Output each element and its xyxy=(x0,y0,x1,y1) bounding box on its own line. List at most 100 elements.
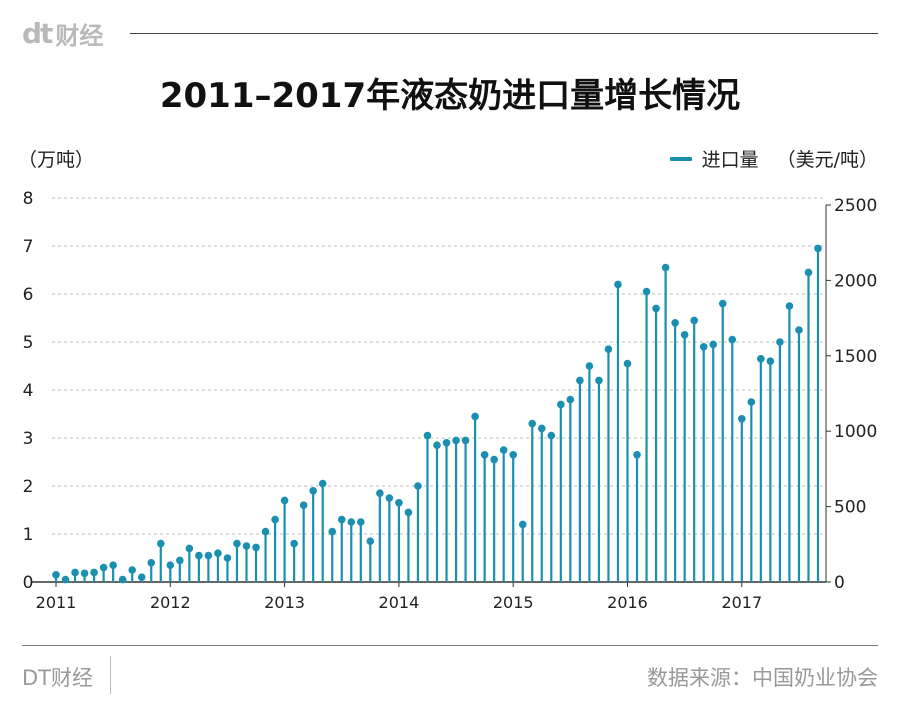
x-tick-label: 2016 xyxy=(607,593,648,612)
data-point xyxy=(471,412,479,421)
left-tick-label: 3 xyxy=(23,429,34,449)
left-tick-label: 1 xyxy=(23,525,34,545)
right-tick-label: 0 xyxy=(834,573,845,593)
data-point xyxy=(109,561,117,569)
footer-divider xyxy=(22,645,878,646)
data-point xyxy=(461,436,470,445)
data-point xyxy=(118,575,127,584)
data-point xyxy=(576,376,584,385)
data-point xyxy=(223,554,232,562)
data-point xyxy=(652,304,660,313)
left-tick-label: 5 xyxy=(23,333,34,353)
data-point xyxy=(671,319,679,327)
data-point xyxy=(537,424,546,433)
data-point xyxy=(661,263,670,272)
data-point xyxy=(61,575,70,584)
data-point xyxy=(680,331,689,339)
data-point xyxy=(290,539,298,548)
data-point xyxy=(518,520,527,529)
data-source: 数据来源：中国奶业协会 xyxy=(647,666,878,690)
logo-text: 财经 xyxy=(55,22,104,50)
header-divider xyxy=(130,33,878,34)
data-point xyxy=(699,343,708,351)
data-point xyxy=(214,549,222,557)
x-tick-label: 2017 xyxy=(721,593,762,612)
data-point xyxy=(423,431,432,440)
data-point xyxy=(709,340,718,349)
data-point xyxy=(814,244,822,253)
right-tick-label: 1500 xyxy=(834,347,877,367)
data-point xyxy=(633,451,641,459)
data-point xyxy=(728,335,737,344)
data-point xyxy=(176,556,184,565)
data-point xyxy=(233,539,241,548)
data-point xyxy=(623,359,632,368)
data-point xyxy=(433,441,441,450)
data-point xyxy=(385,494,394,502)
data-point xyxy=(71,568,79,577)
data-point xyxy=(185,544,194,553)
legend: 进口量 （美元/吨） xyxy=(669,145,878,172)
right-tick-label: 2500 xyxy=(834,196,877,216)
data-point xyxy=(309,487,317,495)
data-point xyxy=(557,400,565,409)
data-point xyxy=(204,551,213,560)
data-point xyxy=(795,326,803,334)
data-point xyxy=(90,568,98,577)
right-tick-label: 500 xyxy=(834,498,866,518)
data-point xyxy=(414,482,422,490)
data-point xyxy=(690,316,698,325)
data-point xyxy=(137,573,146,581)
data-point xyxy=(604,345,613,354)
left-tick-label: 7 xyxy=(23,237,34,257)
data-point xyxy=(499,446,508,454)
data-point xyxy=(738,415,746,423)
data-point xyxy=(299,501,308,510)
data-point xyxy=(766,357,775,366)
data-point xyxy=(242,542,251,550)
data-point xyxy=(166,561,175,569)
left-tick-label: 2 xyxy=(23,477,34,497)
x-tick-label: 2013 xyxy=(264,593,305,612)
right-tick-label: 1000 xyxy=(834,422,877,442)
data-point xyxy=(395,499,403,507)
data-point xyxy=(452,436,460,445)
data-point xyxy=(347,518,356,526)
data-point xyxy=(156,539,165,548)
data-point xyxy=(480,451,489,459)
data-point xyxy=(718,299,727,308)
right-tick-label: 2000 xyxy=(834,271,877,291)
data-point xyxy=(318,479,327,488)
data-point xyxy=(747,398,756,406)
left-tick-label: 0 xyxy=(23,573,34,593)
data-point xyxy=(757,355,765,363)
x-tick-label: 2014 xyxy=(379,593,420,612)
legend-swatch xyxy=(669,156,692,161)
data-point xyxy=(804,268,813,277)
data-point xyxy=(785,302,794,310)
left-tick-label: 4 xyxy=(23,381,34,401)
data-point xyxy=(357,518,365,526)
data-point xyxy=(442,439,451,447)
data-point xyxy=(509,451,517,459)
x-tick-label: 2012 xyxy=(150,593,191,612)
left-tick-label: 6 xyxy=(23,285,34,305)
data-point xyxy=(404,508,413,517)
left-tick-label: 8 xyxy=(23,189,34,209)
data-point xyxy=(642,287,651,296)
footer-brand: DT财经 xyxy=(22,666,93,690)
data-point xyxy=(261,527,270,536)
data-point xyxy=(52,571,60,579)
data-point xyxy=(280,496,289,505)
data-point xyxy=(376,489,384,498)
x-tick-label: 2015 xyxy=(493,593,534,612)
logo-mark: dt xyxy=(22,17,53,50)
data-point xyxy=(252,543,260,552)
data-point xyxy=(337,515,346,524)
data-point xyxy=(195,551,203,560)
data-point xyxy=(328,527,337,536)
data-point xyxy=(528,419,537,428)
data-point xyxy=(566,395,575,404)
data-point xyxy=(366,537,375,545)
